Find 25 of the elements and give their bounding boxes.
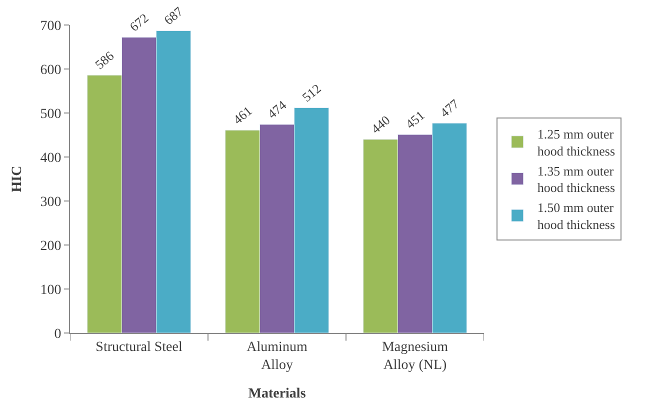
data-label: 461 xyxy=(230,103,255,128)
data-label: 440 xyxy=(368,112,393,136)
data-label: 474 xyxy=(264,97,290,122)
legend-label: 1.25 mm outer hood thickness xyxy=(537,126,616,158)
data-label: 477 xyxy=(437,96,462,120)
y-tick-label: 200 xyxy=(40,238,62,254)
y-tick-label: 500 xyxy=(40,106,62,122)
legend-label: 1.50 mm outer hood thickness xyxy=(537,200,616,232)
data-label: 586 xyxy=(92,48,117,72)
x-tick-label: Aluminum Alloy xyxy=(246,340,308,373)
y-tick-label: 700 xyxy=(40,18,62,34)
y-tick-label: 300 xyxy=(40,194,62,210)
data-label: 451 xyxy=(402,108,428,132)
data-label: 512 xyxy=(299,80,324,105)
y-tick-label: 600 xyxy=(40,62,62,78)
legend-label: 1.35 mm outer hood thickness xyxy=(537,163,616,196)
x-axis-title: Materials xyxy=(248,386,306,402)
x-tick-label: Magnesium Alloy (NL) xyxy=(382,340,448,373)
y-axis-title: HIC xyxy=(10,166,25,192)
data-label: 672 xyxy=(126,10,152,34)
y-tick-label: 400 xyxy=(40,150,62,166)
x-tick-label: Structural Steel xyxy=(96,340,182,355)
y-tick-label: 0 xyxy=(54,326,62,342)
data-label: 687 xyxy=(161,3,186,28)
y-tick-label: 100 xyxy=(40,282,62,298)
